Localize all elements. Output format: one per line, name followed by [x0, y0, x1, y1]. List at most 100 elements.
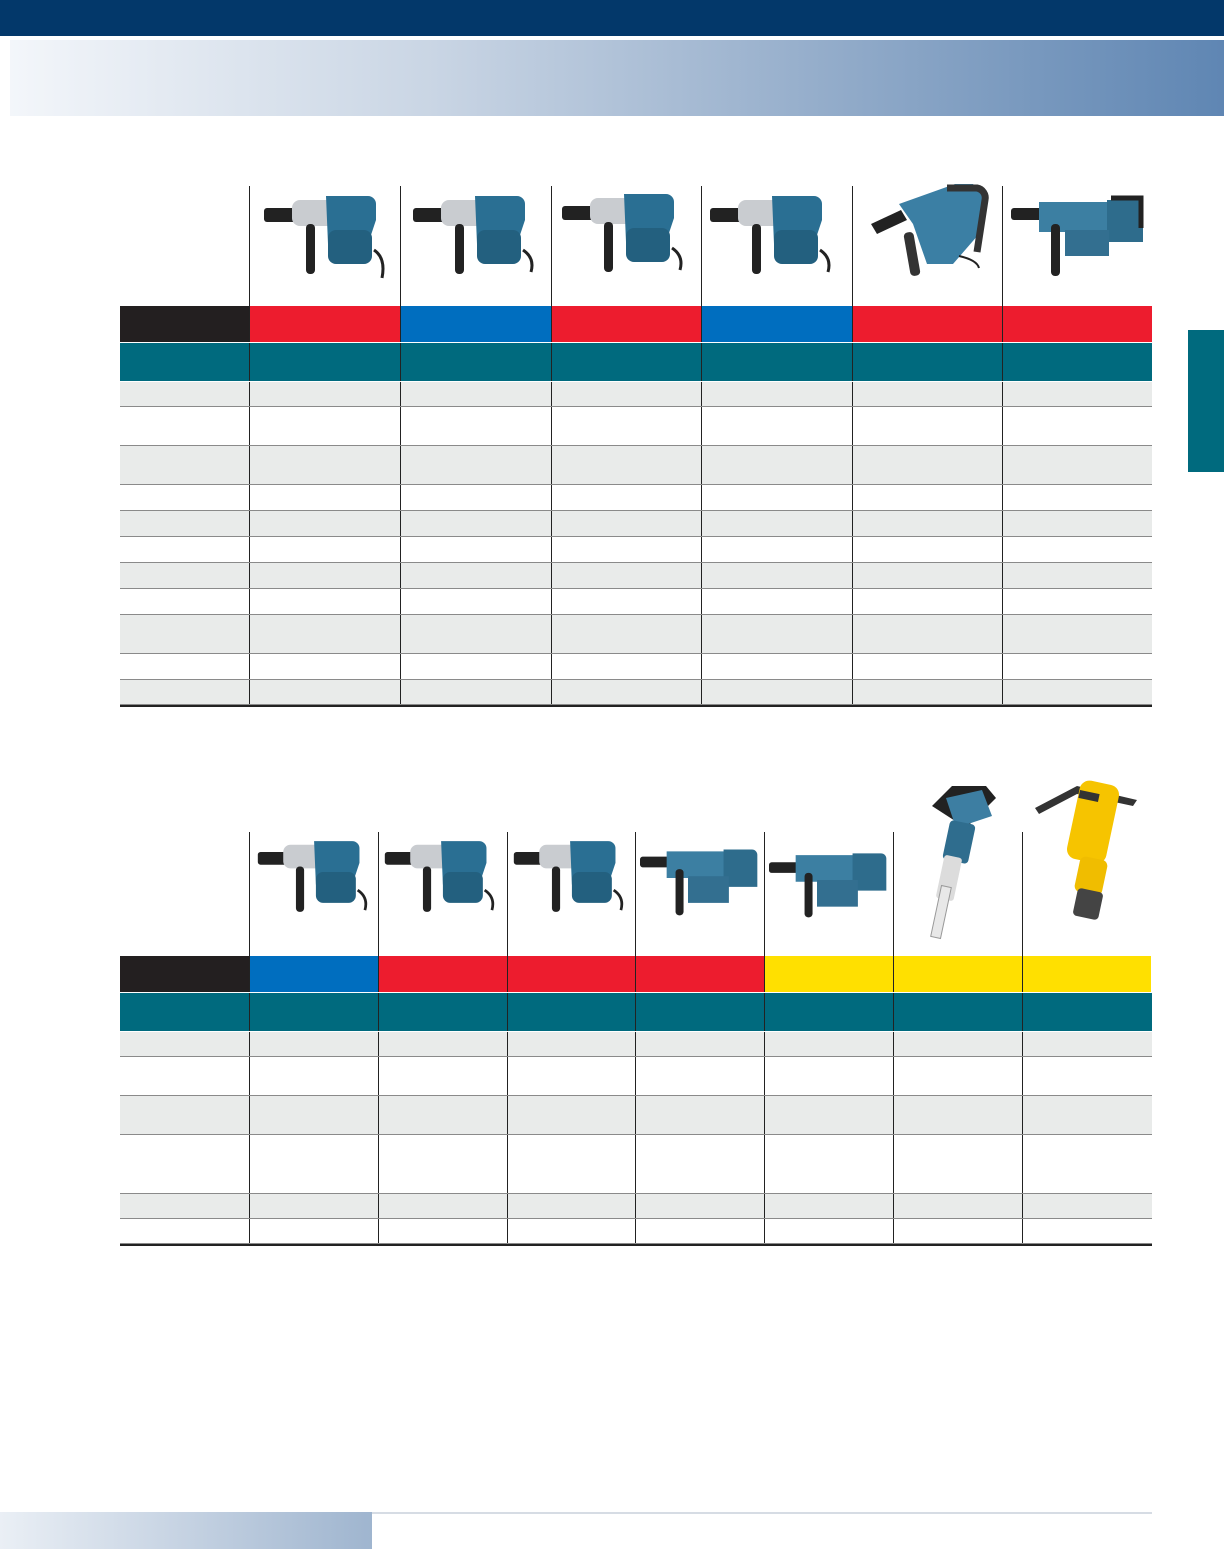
spec-cell	[120, 537, 249, 562]
brand-color-row	[120, 306, 1153, 343]
model-header-cell	[120, 343, 249, 381]
header-black-cell	[120, 306, 249, 342]
model-header-cell	[550, 343, 702, 381]
spec-cell	[701, 407, 852, 445]
spec-rows-2	[120, 1032, 1152, 1246]
spec-cell	[1002, 382, 1152, 406]
model-header-cell	[378, 993, 507, 1031]
spec-cell	[635, 1194, 764, 1218]
spec-cell	[399, 680, 551, 704]
spec-cell	[635, 1096, 764, 1134]
spec-row	[120, 654, 1152, 680]
spec-cell	[1002, 407, 1152, 445]
image-row-label-cell	[120, 832, 249, 956]
spec-cell	[249, 1096, 378, 1134]
model-header-cell	[249, 993, 378, 1031]
product-image-cell	[378, 832, 507, 956]
spec-cell	[1002, 537, 1152, 562]
product-image-cell	[635, 832, 764, 956]
model-header-cell	[852, 343, 1002, 381]
spec-cell	[378, 1096, 507, 1134]
spec-cell	[248, 446, 400, 484]
spec-cell	[1022, 1032, 1151, 1056]
spec-cell	[893, 1096, 1022, 1134]
spec-cell	[399, 654, 551, 679]
spec-cell	[399, 382, 551, 406]
table-bottom-rule	[120, 1244, 1152, 1246]
product-image-cell	[1022, 780, 1151, 956]
spec-cell	[550, 654, 702, 679]
spec-cell	[852, 537, 1002, 562]
spec-cell	[852, 382, 1002, 406]
spec-cell	[701, 589, 852, 614]
footer-rule	[372, 1512, 1152, 1514]
spec-cell	[120, 382, 249, 406]
spec-cell	[550, 537, 702, 562]
spec-cell	[399, 563, 551, 588]
spec-row	[120, 563, 1152, 589]
spec-row	[120, 680, 1152, 705]
spec-cell	[399, 485, 551, 510]
spec-cell	[852, 654, 1002, 679]
image-row-label-cell	[120, 186, 249, 306]
breaker-hammer-icon	[1035, 780, 1137, 920]
spec-row	[120, 1096, 1152, 1135]
section-tab	[1188, 330, 1224, 472]
spec-cell	[249, 1219, 378, 1243]
spec-cell	[120, 1096, 249, 1134]
color-band-cell	[701, 306, 853, 342]
rotary-hammer-icon	[871, 184, 990, 276]
spec-cell	[120, 1194, 249, 1218]
spec-row	[120, 446, 1152, 485]
spec-cell	[893, 1057, 1022, 1095]
color-band-cell	[764, 956, 893, 992]
brand-color-row	[120, 956, 1152, 993]
rotary-hammer-icon	[263, 196, 385, 279]
comparison-table-1	[120, 184, 1153, 707]
spec-cell	[120, 407, 249, 445]
color-band-cell	[550, 306, 702, 342]
product-image-cell	[893, 786, 1022, 956]
header-divider	[0, 36, 1224, 39]
spec-cell	[120, 511, 249, 536]
spec-row	[120, 1219, 1152, 1244]
color-band-cell	[249, 956, 378, 992]
spec-cell	[120, 485, 249, 510]
spec-cell	[120, 1057, 249, 1095]
spec-cell	[635, 1219, 764, 1243]
spec-cell	[248, 615, 400, 653]
model-header-cell	[507, 993, 635, 1031]
spec-row	[120, 382, 1152, 407]
spec-cell	[248, 407, 400, 445]
spec-row	[120, 407, 1152, 446]
spec-cell	[550, 485, 702, 510]
model-header-row	[120, 993, 1152, 1032]
spec-cell	[550, 446, 702, 484]
spec-cell	[1002, 680, 1152, 704]
spec-cell	[378, 1194, 507, 1218]
spec-cell	[248, 382, 400, 406]
product-image-cell	[507, 832, 635, 956]
demolition-hammer-icon	[640, 849, 758, 916]
color-band-cell	[1022, 956, 1151, 992]
spec-cell	[1022, 1135, 1151, 1193]
product-image-cell	[701, 186, 852, 306]
spec-cell	[248, 537, 400, 562]
spec-row	[120, 589, 1152, 615]
spec-cell	[1002, 485, 1152, 510]
spec-cell	[852, 615, 1002, 653]
spec-cell	[1022, 1057, 1151, 1095]
demolition-hammer-icon	[769, 853, 887, 918]
spec-cell	[893, 1032, 1022, 1056]
spec-cell	[249, 1032, 378, 1056]
spec-cell	[378, 1219, 507, 1243]
model-header-cell	[1002, 343, 1152, 381]
spec-cell	[852, 589, 1002, 614]
spec-cell	[893, 1135, 1022, 1193]
title-band	[10, 40, 1224, 116]
spec-cell	[1022, 1219, 1151, 1243]
model-header-cell	[1022, 993, 1151, 1031]
spec-cell	[852, 446, 1002, 484]
spec-cell	[550, 615, 702, 653]
header-black-cell	[120, 956, 249, 992]
